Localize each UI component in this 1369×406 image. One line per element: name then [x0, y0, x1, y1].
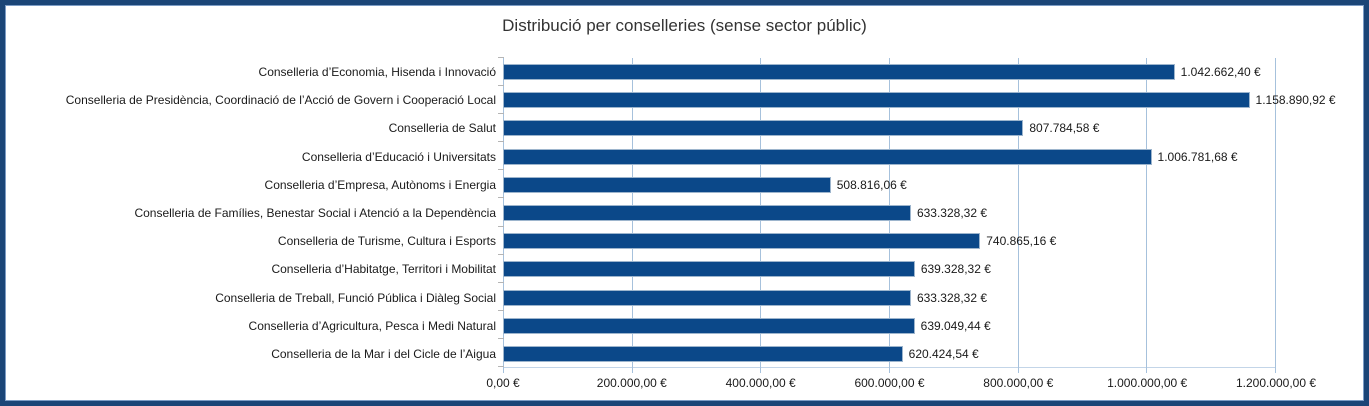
category-label: Conselleria d’Educació i Universitats [301, 149, 496, 164]
data-bar [503, 64, 1175, 81]
bar-track: 1.158.890,92 € [503, 86, 1336, 114]
x-axis-tick-label: 200.000,00 € [596, 376, 667, 390]
bar-track: 639.049,44 € [503, 312, 1276, 340]
bar-row: Conselleria d’Empresa, Autònoms i Energi… [0, 171, 1276, 199]
category-label: Conselleria de Presidència, Coordinació … [65, 93, 496, 108]
x-axis-tick-label: 400.000,00 € [725, 376, 796, 390]
y-axis-tick [498, 366, 504, 367]
x-axis-tick [889, 367, 890, 373]
value-label: 508.816,06 € [836, 177, 907, 192]
data-bar [503, 261, 915, 278]
value-label: 639.328,32 € [920, 262, 991, 277]
bar-row: Conselleria de la Mar i del Cicle de l’A… [0, 340, 1276, 368]
bar-row: Conselleria d’Agricultura, Pesca i Medi … [0, 312, 1276, 340]
chart-title: Distribució per conselleries (sense sect… [502, 16, 867, 35]
x-axis-tick [760, 367, 762, 373]
bar-row: Conselleria de Salut 807.784,58 € [0, 114, 1276, 142]
y-axis-tick [498, 85, 504, 87]
category-label: Conselleria de Treball, Funció Pública i… [215, 290, 496, 305]
bar-row: Conselleria de Famílies, Benestar Social… [0, 199, 1276, 227]
data-bar [503, 92, 1250, 109]
bar-row: Conselleria de Presidència, Coordinació … [0, 86, 1336, 114]
bar-row: Conselleria de Turisme, Cultura i Esport… [0, 227, 1276, 255]
y-axis-tick [498, 57, 504, 58]
bar-track: 1.042.662,40 € [503, 58, 1276, 86]
category-label: Conselleria de Famílies, Benestar Social… [134, 206, 496, 221]
x-axis-tick-label: 1.000.000,00 € [1107, 376, 1188, 390]
data-bar [503, 176, 831, 193]
bar-track: 508.816,06 € [503, 171, 1276, 199]
bar-row: Conselleria d’Habitatge, Territori i Mob… [0, 255, 1276, 283]
value-label: 740.865,16 € [986, 234, 1057, 249]
x-axis-tick [1146, 367, 1148, 373]
x-axis-labels: 0,00 € 200.000,00 € 400.000,00 € 600.000,00… [486, 376, 1316, 392]
category-label: Conselleria d’Empresa, Autònoms i Energi… [264, 177, 496, 192]
x-axis-tick-label: 800.000,00 € [983, 376, 1054, 390]
x-axis-tick-label: 0,00 € [486, 376, 520, 390]
x-axis-tick-label: 600.000,00 € [854, 376, 925, 390]
value-label: 1.042.662,40 € [1180, 65, 1261, 80]
vertical-gridline [1275, 58, 1276, 367]
y-axis-tick [498, 281, 504, 283]
category-label: Conselleria d’Habitatge, Territori i Mob… [271, 262, 496, 277]
value-label: 1.158.890,92 € [1255, 93, 1336, 108]
y-axis-tick [498, 253, 504, 255]
category-label: Conselleria d’Agricultura, Pesca i Medi … [248, 318, 496, 333]
data-bar [503, 289, 911, 306]
data-bar [503, 148, 1152, 165]
bar-row: Conselleria de Treball, Funció Pública i… [0, 284, 1276, 312]
bar-track: 633.328,32 € [503, 284, 1276, 312]
bar-track: 740.865,16 € [503, 227, 1276, 255]
x-axis-tick [1017, 367, 1019, 373]
value-label: 807.784,58 € [1029, 121, 1100, 136]
y-axis-tick [498, 113, 504, 115]
value-label: 633.328,32 € [916, 206, 988, 221]
vertical-gridline [1017, 58, 1019, 367]
data-bar [503, 317, 915, 334]
x-axis-tick [503, 367, 504, 373]
category-label: Conselleria de Salut [388, 121, 496, 136]
bar-track: 807.784,58 € [503, 114, 1276, 142]
category-label: Conselleria d’Economia, Hisenda i Innova… [258, 65, 496, 80]
data-bar [503, 233, 981, 250]
y-axis-tick [498, 309, 504, 311]
x-axis-tick [631, 367, 633, 373]
bar-track: 633.328,32 € [503, 199, 1276, 227]
value-label: 633.328,32 € [916, 290, 988, 305]
value-label: 1.006.781,68 € [1157, 149, 1238, 164]
y-axis-tick [498, 225, 504, 227]
y-axis-tick [498, 197, 504, 199]
category-label: Conselleria de la Mar i del Cicle de l’A… [271, 346, 496, 361]
bar-row: Conselleria d’Economia, Hisenda i Innova… [0, 58, 1276, 86]
bar-rows: Conselleria d’Economia, Hisenda i Innova… [0, 58, 1336, 368]
bar-row: Conselleria d’Educació i Universitats 1.0… [0, 143, 1276, 171]
vertical-gridline [1146, 58, 1148, 367]
value-label: 620.424,54 € [908, 346, 979, 361]
x-axis-tick [1275, 367, 1276, 373]
x-axis-tick-label: 1.200.000,00 € [1235, 376, 1317, 390]
bar-track: 620.424,54 € [503, 340, 1276, 368]
category-label: Conselleria de Turisme, Cultura i Esport… [277, 234, 496, 249]
data-bar [503, 345, 903, 362]
y-axis-tick [498, 169, 504, 171]
data-bar [503, 205, 911, 222]
y-axis-tick [498, 337, 504, 339]
value-label: 639.049,44 € [920, 318, 991, 333]
data-bar [503, 120, 1024, 137]
y-axis-tick [498, 141, 504, 143]
bar-track: 1.006.781,68 € [503, 143, 1276, 171]
bar-track: 639.328,32 € [503, 255, 1276, 283]
